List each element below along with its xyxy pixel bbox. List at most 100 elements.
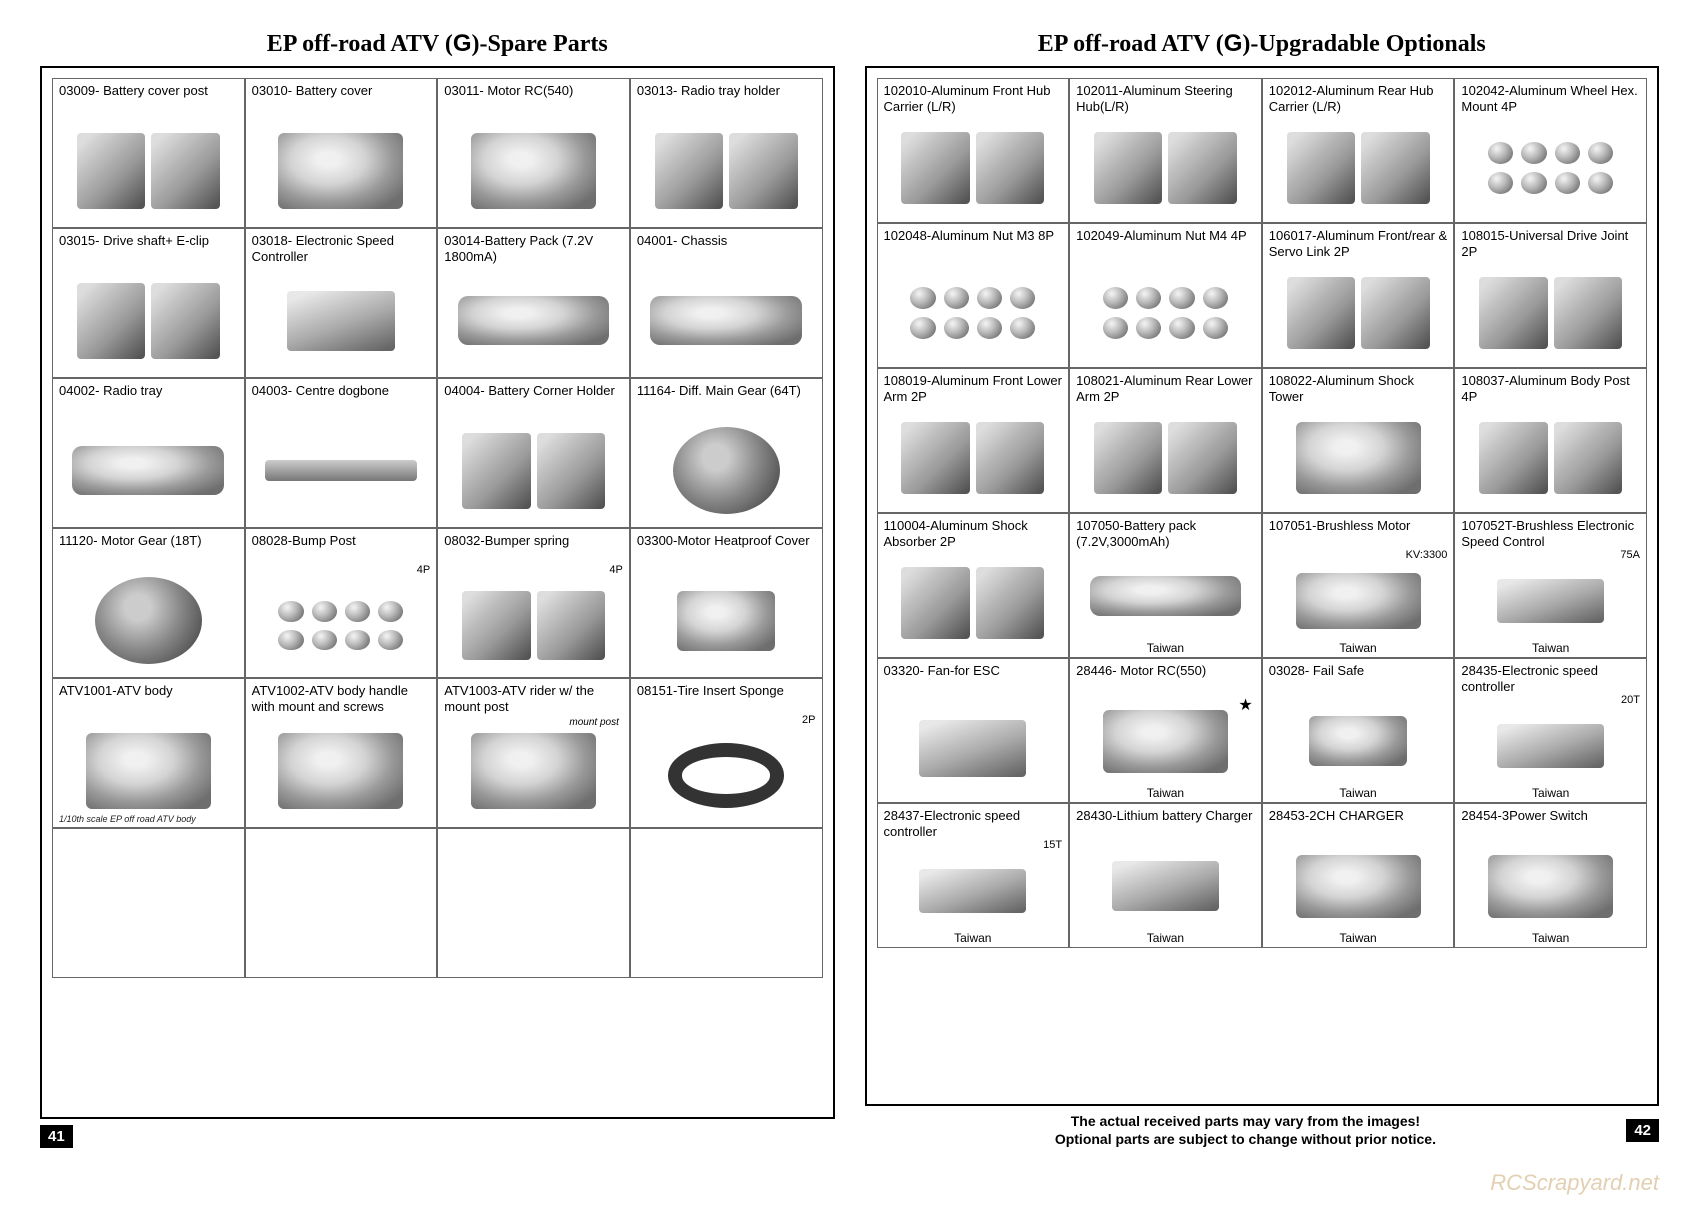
part-label: 102012-Aluminum Rear Hub Carrier (L/R) (1269, 83, 1448, 114)
disclaimer-line-2: Optional parts are subject to change wit… (865, 1130, 1627, 1148)
part-image-placeholder (1309, 716, 1407, 765)
part-image-area (637, 726, 816, 825)
part-image-placeholder (287, 291, 394, 351)
part-cell: 102042-Aluminum Wheel Hex. Mount 4P (1454, 78, 1647, 223)
left-page: EP off-road ATV (G)-Spare Parts 03009- B… (40, 30, 835, 1148)
part-sublabel: 20T (1461, 694, 1640, 706)
part-image-placeholder (1497, 579, 1604, 623)
part-cell: 03300-Motor Heatproof Cover (630, 528, 823, 678)
part-image-placeholder (95, 577, 202, 664)
left-page-number: 41 (40, 1125, 73, 1148)
part-cell: 28453-2CH CHARGERTaiwan (1262, 803, 1455, 948)
part-label: 04004- Battery Corner Holder (444, 383, 623, 414)
part-cell: 108022-Aluminum Shock Tower (1262, 368, 1455, 513)
part-image-placeholder (673, 427, 780, 514)
part-label: 03011- Motor RC(540) (444, 83, 623, 114)
right-page: EP off-road ATV (G)-Upgradable Optionals… (865, 30, 1660, 1148)
part-label: 28437-Electronic speed controller (884, 808, 1063, 839)
part-image-area (637, 566, 816, 675)
part-label: 107052T-Brushless Electronic Speed Contr… (1461, 518, 1640, 549)
part-label: 04002- Radio tray (59, 383, 238, 414)
left-footer: 41 (40, 1125, 835, 1148)
part-label (252, 833, 431, 864)
part-image-placeholder (278, 601, 403, 650)
part-cell: 03320- Fan-for ESC (877, 658, 1070, 803)
part-label: 11164- Diff. Main Gear (64T) (637, 383, 816, 414)
part-sublabel: 2P (637, 714, 816, 726)
part-origin-label: Taiwan (1269, 931, 1448, 945)
right-page-title: EP off-road ATV (G)-Upgradable Optionals (865, 30, 1660, 58)
part-image-area (59, 716, 238, 825)
part-cell: 28454-3Power SwitchTaiwan (1454, 803, 1647, 948)
part-image-area (884, 551, 1063, 655)
part-image-placeholder (1094, 422, 1237, 495)
part-image-area (1269, 841, 1448, 931)
part-cell: 28435-Electronic speed controller20TTaiw… (1454, 658, 1647, 803)
part-image-placeholder (1287, 132, 1430, 205)
part-image-placeholder (471, 133, 596, 209)
part-cell: 03009- Battery cover post (52, 78, 245, 228)
part-image-area (1269, 261, 1448, 365)
part-origin-label: Taiwan (1269, 641, 1448, 655)
part-image-placeholder (1296, 855, 1421, 918)
part-label: 03014-Battery Pack (7.2V 1800mA) (444, 233, 623, 264)
part-image-area (884, 116, 1063, 220)
part-image-placeholder (1497, 724, 1604, 768)
part-label (444, 833, 623, 864)
part-image-placeholder (265, 460, 417, 482)
right-footer: The actual received parts may vary from … (865, 1112, 1660, 1148)
part-image-placeholder (919, 869, 1026, 913)
part-cell: 03010- Battery cover (245, 78, 438, 228)
part-image-area (59, 566, 238, 675)
part-image-area (1076, 841, 1255, 931)
part-origin-label: Taiwan (1461, 931, 1640, 945)
title-text-pre: EP off-road ATV ( (1038, 31, 1224, 57)
part-cell: 102048-Aluminum Nut M3 8P (877, 223, 1070, 368)
part-image-placeholder (77, 133, 220, 209)
part-cell: 11120- Motor Gear (18T) (52, 528, 245, 678)
part-cell: ATV1002-ATV body handle with mount and s… (245, 678, 438, 828)
part-label: ATV1001-ATV body (59, 683, 238, 714)
part-image-area (1269, 561, 1448, 641)
part-image-area (884, 851, 1063, 931)
part-cell: 28446- Motor RC(550)★Taiwan (1069, 658, 1262, 803)
part-label: 03010- Battery cover (252, 83, 431, 114)
part-cell: 03013- Radio tray holder (630, 78, 823, 228)
part-image-area (1461, 406, 1640, 510)
left-page-title: EP off-road ATV (G)-Spare Parts (40, 30, 835, 58)
part-origin-label: Taiwan (1461, 786, 1640, 800)
title-g: G (453, 30, 472, 57)
part-cell: 03015- Drive shaft+ E-clip (52, 228, 245, 378)
part-label: 08032-Bumper spring (444, 533, 623, 564)
part-image-area (444, 866, 623, 975)
part-label: 108022-Aluminum Shock Tower (1269, 373, 1448, 404)
part-cell: 108019-Aluminum Front Lower Arm 2P (877, 368, 1070, 513)
part-image-placeholder (72, 446, 224, 495)
part-label: 108037-Aluminum Body Post 4P (1461, 373, 1640, 404)
part-image-area (1076, 116, 1255, 220)
part-image-area (1076, 406, 1255, 510)
part-label: 108021-Aluminum Rear Lower Arm 2P (1076, 373, 1255, 404)
part-cell: 08028-Bump Post4P (245, 528, 438, 678)
part-image-area (1461, 116, 1640, 220)
part-image-placeholder (1488, 142, 1613, 194)
part-image-area (1461, 261, 1640, 365)
part-image-placeholder (1094, 132, 1237, 205)
part-cell: 107051-Brushless MotorKV:3300Taiwan (1262, 513, 1455, 658)
part-image-placeholder (655, 133, 798, 209)
part-image-area (1076, 261, 1255, 365)
part-origin-label: Taiwan (1461, 641, 1640, 655)
part-image-placeholder (1488, 855, 1613, 918)
part-image-area (884, 696, 1063, 800)
part-image-placeholder (1103, 710, 1228, 773)
part-cell: 03018- Electronic Speed Controller (245, 228, 438, 378)
part-label: 28430-Lithium battery Charger (1076, 808, 1255, 839)
part-image-area (1269, 696, 1448, 786)
part-image-area (252, 416, 431, 525)
part-image-placeholder (1479, 422, 1622, 495)
part-image-placeholder (462, 591, 605, 660)
part-label: 28446- Motor RC(550) (1076, 663, 1255, 694)
part-label: 03015- Drive shaft+ E-clip (59, 233, 238, 264)
part-image-area (252, 266, 431, 375)
part-image-placeholder (77, 283, 220, 359)
